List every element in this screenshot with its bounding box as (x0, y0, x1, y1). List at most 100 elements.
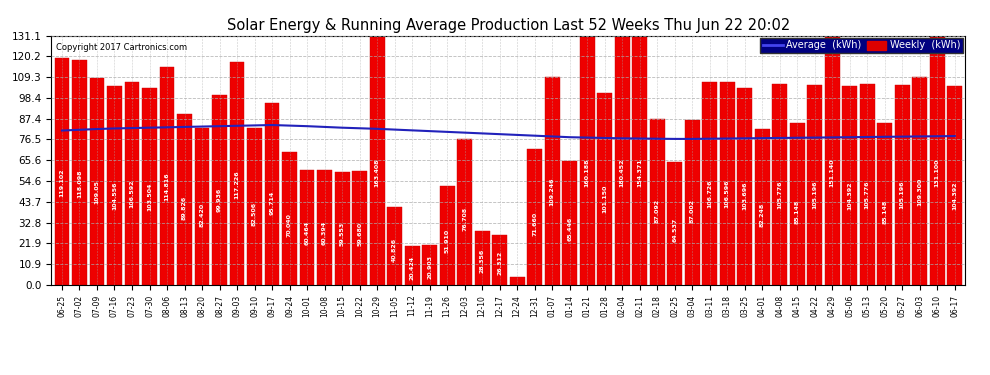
Bar (807, 85, 822, 285)
Bar (895, 85, 910, 285)
Bar (649, 119, 664, 285)
Text: 82.506: 82.506 (252, 202, 257, 226)
Bar (615, 0, 630, 285)
Text: 160.188: 160.188 (585, 159, 590, 187)
Text: 87.002: 87.002 (690, 198, 695, 222)
Text: 71.660: 71.660 (532, 211, 538, 236)
Text: 85.148: 85.148 (882, 200, 887, 224)
Bar (562, 160, 577, 285)
Text: 104.392: 104.392 (952, 182, 957, 210)
Bar (720, 82, 735, 285)
Text: 60.394: 60.394 (322, 221, 327, 245)
Bar (877, 123, 892, 285)
Text: 117.226: 117.226 (235, 170, 240, 199)
Bar (474, 231, 489, 285)
Text: 87.092: 87.092 (654, 198, 659, 222)
Bar (212, 95, 227, 285)
Bar (754, 129, 769, 285)
Text: 103.504: 103.504 (147, 182, 152, 211)
Text: 105.776: 105.776 (777, 180, 782, 209)
Text: 95.714: 95.714 (269, 191, 274, 215)
Bar (282, 152, 297, 285)
Bar (369, 0, 384, 285)
Bar (177, 114, 192, 285)
Text: 163.408: 163.408 (374, 159, 379, 187)
Bar (930, 36, 944, 285)
Bar (107, 86, 122, 285)
Text: 40.826: 40.826 (392, 238, 397, 262)
Text: 103.696: 103.696 (742, 182, 747, 210)
Text: 104.392: 104.392 (847, 182, 852, 210)
Bar (580, 0, 595, 285)
Text: 119.102: 119.102 (59, 169, 64, 197)
Bar (422, 245, 437, 285)
Bar (738, 88, 752, 285)
Bar (702, 82, 717, 285)
Bar (248, 128, 262, 285)
Bar (72, 60, 87, 285)
Bar (544, 77, 559, 285)
Text: 51.910: 51.910 (445, 228, 449, 253)
Text: 106.592: 106.592 (130, 180, 135, 208)
Bar (159, 67, 174, 285)
Text: 118.098: 118.098 (77, 170, 82, 198)
Bar (913, 77, 928, 285)
Bar (264, 103, 279, 285)
Text: 26.312: 26.312 (497, 251, 502, 274)
Text: 20.424: 20.424 (410, 255, 415, 280)
Bar (300, 170, 315, 285)
Bar (825, 0, 840, 285)
Bar (528, 149, 543, 285)
Bar (387, 207, 402, 285)
Text: 104.556: 104.556 (112, 181, 117, 210)
Text: 105.196: 105.196 (812, 181, 817, 209)
Bar (405, 246, 420, 285)
Text: 99.936: 99.936 (217, 188, 222, 211)
Text: 106.726: 106.726 (707, 179, 712, 208)
Bar (492, 235, 507, 285)
Text: 151.140: 151.140 (830, 159, 835, 187)
Title: Solar Energy & Running Average Production Last 52 Weeks Thu Jun 22 20:02: Solar Energy & Running Average Productio… (227, 18, 790, 33)
Bar (633, 0, 647, 285)
Text: 109.300: 109.300 (918, 177, 923, 206)
Text: 154.371: 154.371 (638, 159, 643, 187)
Bar (510, 277, 525, 285)
Text: 76.708: 76.708 (462, 207, 467, 231)
Bar (685, 120, 700, 285)
Bar (440, 186, 454, 285)
Bar (143, 88, 157, 285)
Text: 109.246: 109.246 (549, 177, 554, 206)
Text: 59.680: 59.680 (357, 222, 362, 246)
Bar (457, 139, 472, 285)
Legend: Average  (kWh), Weekly  (kWh): Average (kWh), Weekly (kWh) (760, 38, 963, 53)
Bar (859, 84, 874, 285)
Text: 180.452: 180.452 (620, 159, 625, 187)
Text: 106.596: 106.596 (725, 180, 730, 208)
Bar (317, 170, 332, 285)
Bar (842, 86, 857, 285)
Text: 105.196: 105.196 (900, 181, 905, 209)
Text: Copyright 2017 Cartronics.com: Copyright 2017 Cartronics.com (56, 43, 187, 52)
Bar (54, 58, 69, 285)
Bar (125, 82, 140, 285)
Text: 85.148: 85.148 (795, 200, 800, 224)
Text: 101.150: 101.150 (602, 184, 607, 213)
Bar (947, 86, 962, 285)
Text: 89.826: 89.826 (182, 196, 187, 220)
Text: 20.903: 20.903 (427, 255, 432, 279)
Bar (195, 128, 210, 285)
Text: 114.816: 114.816 (164, 172, 169, 201)
Text: 105.776: 105.776 (864, 180, 870, 209)
Bar (352, 171, 367, 285)
Text: 82.248: 82.248 (759, 202, 764, 227)
Text: 59.553: 59.553 (340, 222, 345, 246)
Text: 28.356: 28.356 (479, 249, 485, 273)
Text: 65.446: 65.446 (567, 217, 572, 241)
Text: 131.100: 131.100 (935, 159, 940, 187)
Bar (335, 172, 349, 285)
Bar (667, 162, 682, 285)
Text: 64.537: 64.537 (672, 217, 677, 242)
Text: 82.420: 82.420 (200, 202, 205, 226)
Text: 60.464: 60.464 (305, 221, 310, 245)
Bar (230, 62, 245, 285)
